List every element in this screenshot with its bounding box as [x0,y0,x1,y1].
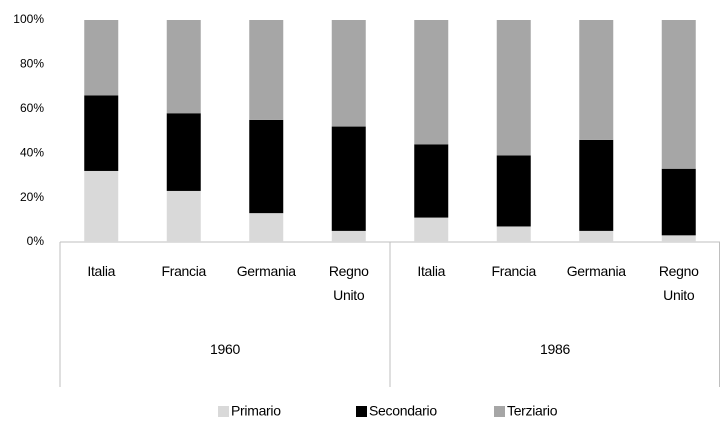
y-tick-label: 60% [20,101,44,115]
x-tick-label: Francia [161,263,207,279]
bar-segment [496,226,531,242]
bar-segment [661,235,696,242]
bar-segment [496,155,531,227]
group-label: 1986 [540,341,570,357]
legend-swatch [356,406,367,417]
x-tick-label: Germania [236,263,296,279]
x-tick-label: Italia [417,263,446,279]
x-tick-label: Regno Unito [328,263,369,303]
bar-segment [579,230,614,242]
legend-label: Terziario [507,403,558,419]
bar-segment [414,20,449,145]
bar-segment [579,20,614,140]
y-tick-label: 80% [20,57,44,71]
legend-swatch [218,406,229,417]
y-tick-label: 0% [27,234,45,248]
bar-segment [249,213,284,242]
x-tick-label: Francia [491,263,537,279]
legend-label: Secondario [369,403,437,419]
bar-segment [84,20,119,96]
x-tick-label: Regno Unito [658,263,699,303]
x-tick-label: Italia [87,263,116,279]
bar-segment [249,20,284,120]
bar-segment [414,217,449,242]
y-tick-label: 100% [13,12,44,26]
bar-segment [331,230,366,242]
bar-segment [579,139,614,231]
bar-segment [414,144,449,218]
bar-segment [166,20,201,114]
y-tick-label: 20% [20,190,44,204]
bar-segment [249,119,284,214]
bar-segment [84,170,119,242]
bar-segment [84,95,119,171]
bar-segment [166,190,201,242]
legend-swatch [494,406,505,417]
bar-segment [661,20,696,169]
y-tick-label: 40% [20,145,44,159]
legend-label: Primario [231,403,281,419]
bar-segment [166,113,201,191]
bar-segment [496,20,531,156]
bar-segment [661,168,696,236]
bar-segment [331,20,366,127]
group-label: 1960 [210,341,240,357]
x-tick-label: Germania [566,263,626,279]
bar-segment [331,126,366,231]
